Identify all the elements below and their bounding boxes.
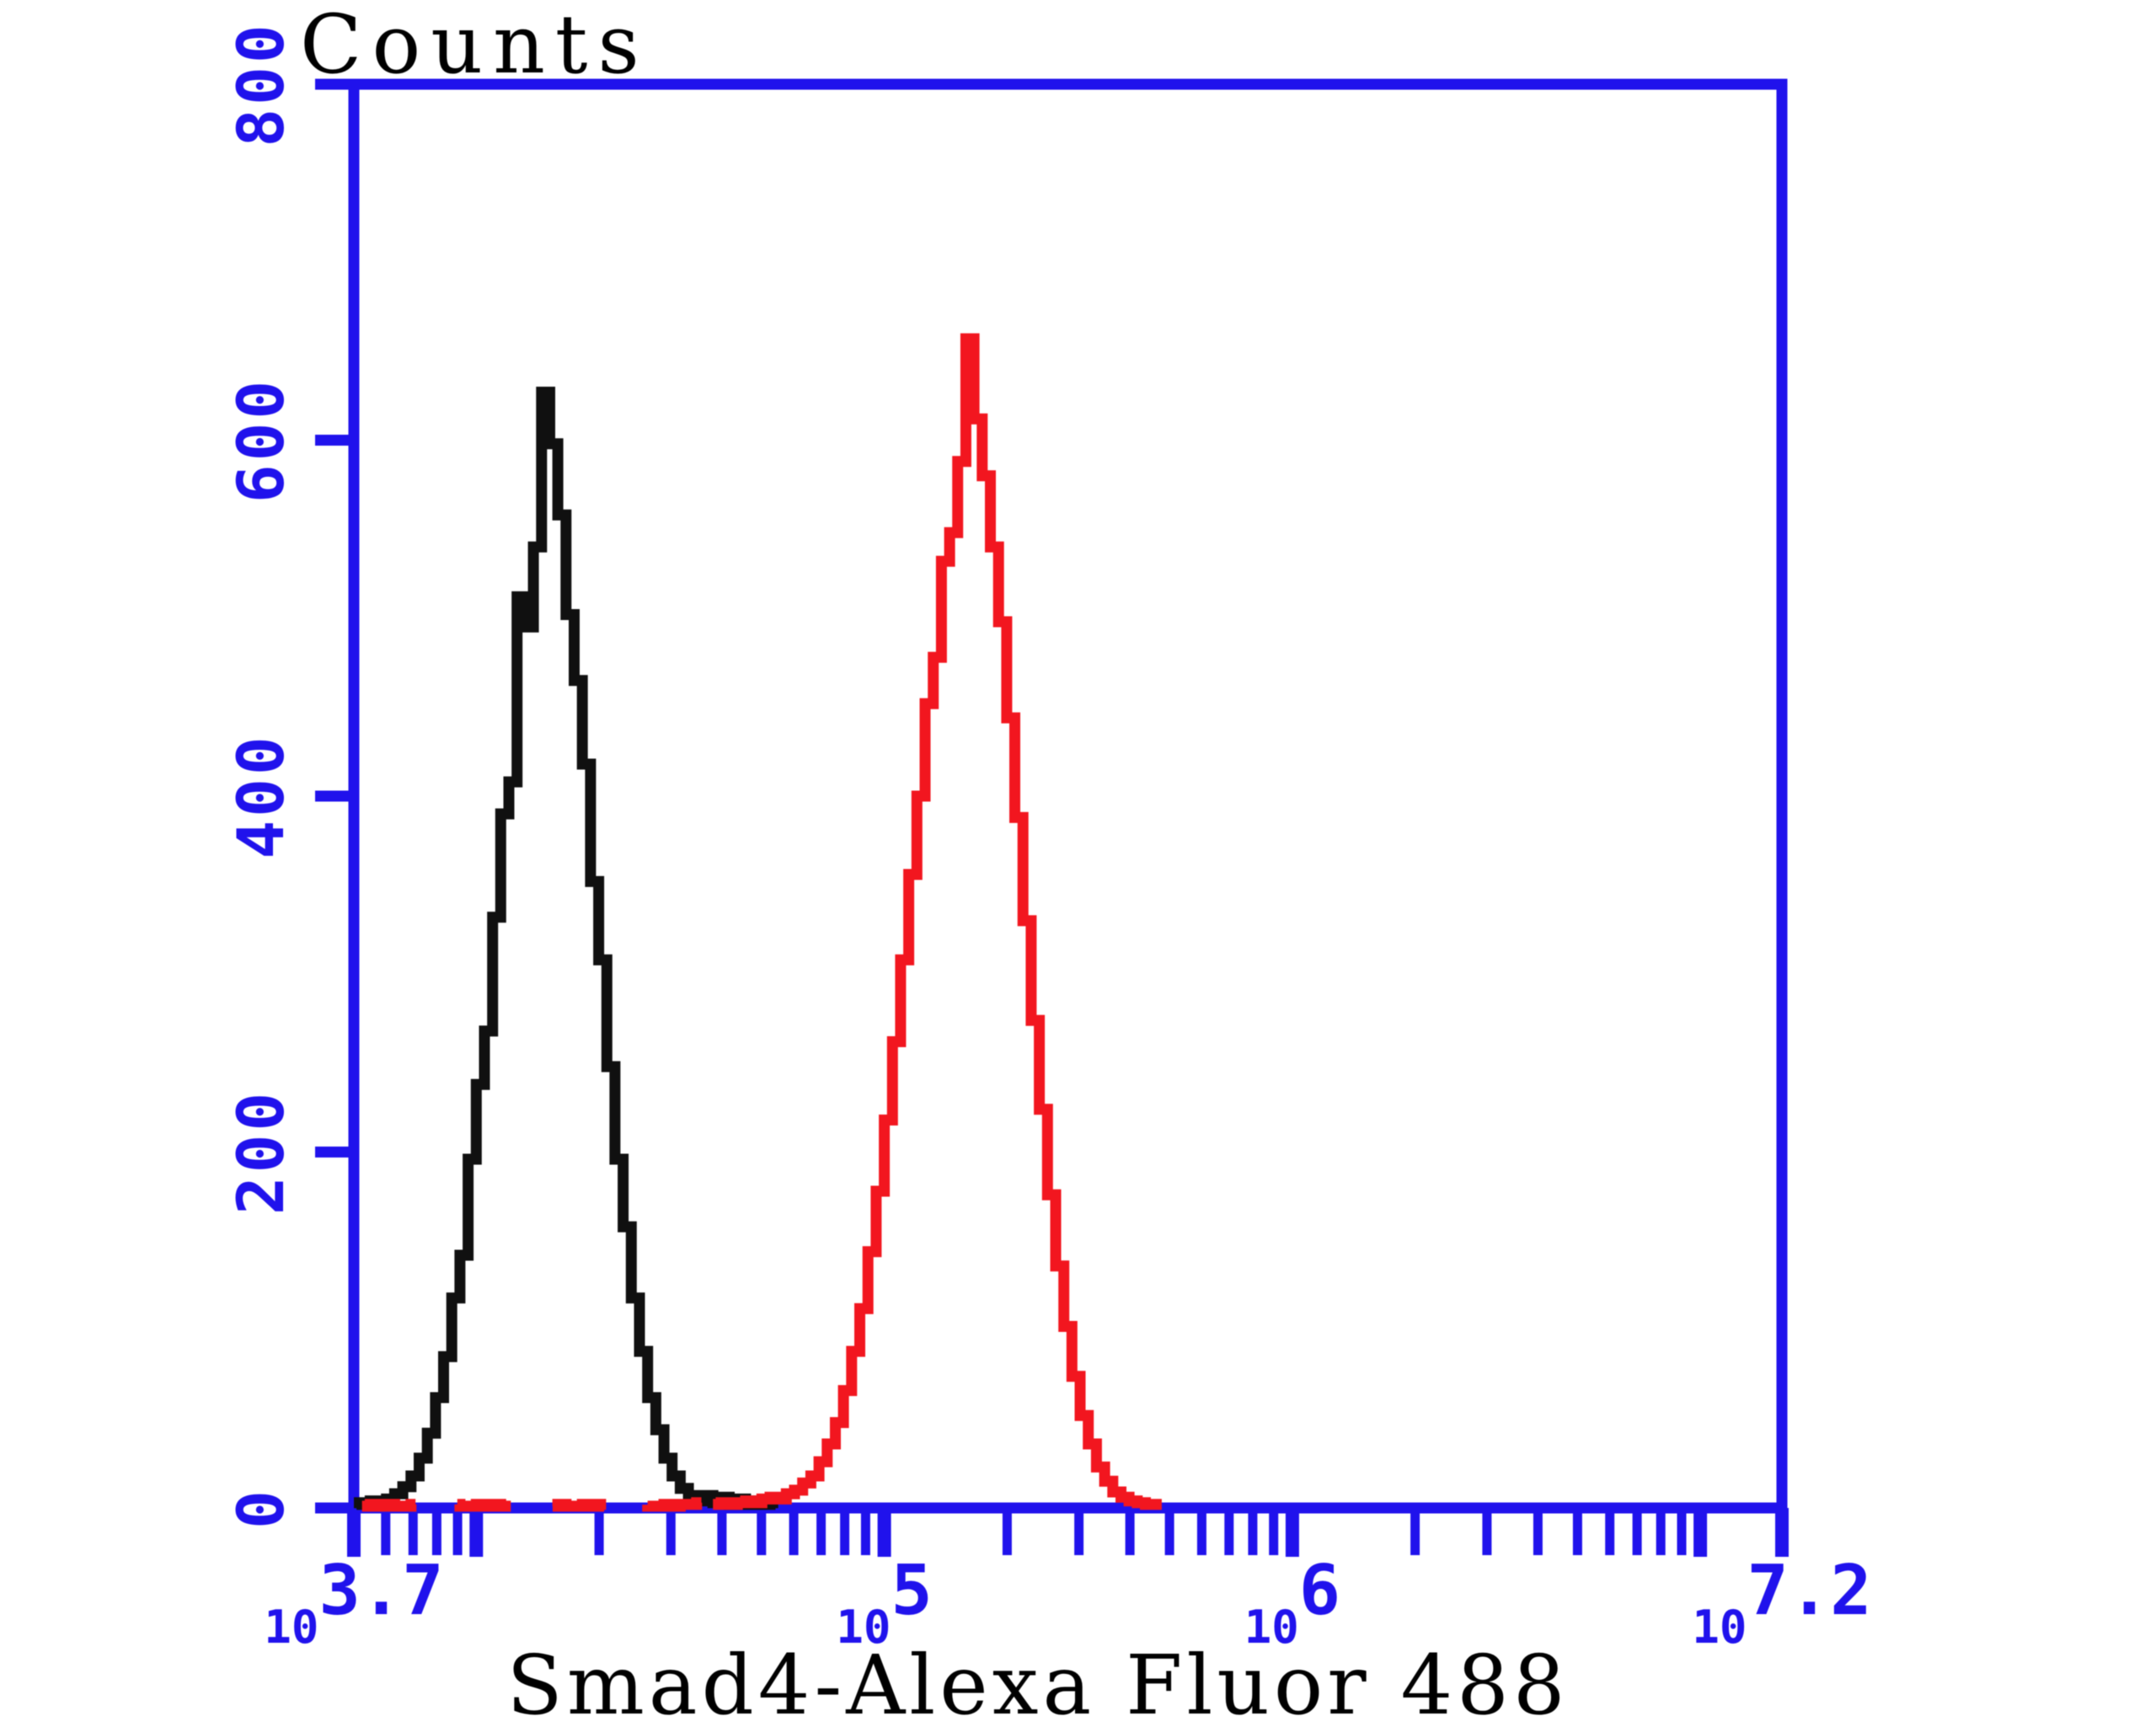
y-axis-title: Counts — [300, 0, 650, 92]
x-axis-tick-label: 107.2 — [1692, 1551, 1871, 1654]
y-axis-tick-labels: 0 200 400 600 800 — [223, 21, 298, 1529]
histogram-curves — [354, 333, 1162, 1512]
y-axis-tick-label: 400 — [223, 733, 298, 858]
y-axis-tick-label: 600 — [223, 377, 298, 503]
x-axis-tick-labels: 103.7 105 106 107.2 — [264, 1551, 1871, 1654]
y-axis-ticks — [315, 78, 354, 1514]
sample-red-curve — [713, 333, 1162, 1510]
y-axis-tick-label: 0 — [223, 1487, 298, 1529]
x-axis-tick-label: 103.7 — [264, 1551, 443, 1654]
x-axis-tick-label: 106 — [1244, 1551, 1340, 1654]
x-axis-tick-label: 105 — [836, 1551, 932, 1654]
x-axis-title: Smad4-Alexa Fluor 488 — [506, 1638, 1569, 1727]
y-axis-tick-label: 800 — [223, 21, 298, 147]
x-axis-ticks — [347, 1508, 1789, 1557]
control-black-curve — [354, 387, 778, 1510]
sample-red-baseline — [361, 1497, 721, 1512]
y-axis-tick-label: 200 — [223, 1089, 298, 1215]
